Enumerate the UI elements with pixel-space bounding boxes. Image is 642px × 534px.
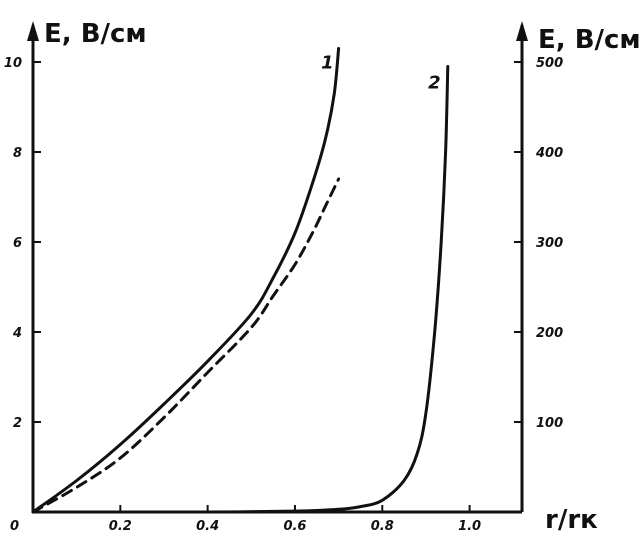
x-tick-label: 0.8 xyxy=(371,519,394,534)
y-right-tick-label: 200 xyxy=(536,326,563,341)
x-tick-label: 0.2 xyxy=(109,519,132,534)
x-tick-label: 0.6 xyxy=(283,519,306,534)
x-tick-label: 0.4 xyxy=(196,519,219,534)
y-right-arrow-icon xyxy=(516,21,528,41)
y-right-axis-label: E, B/cм xyxy=(538,25,641,55)
y-right-tick-label: 500 xyxy=(536,56,563,71)
series-dashed-line xyxy=(31,177,341,514)
x-tick-label: 0 xyxy=(10,519,19,534)
ticks: 0 0.2 0.4 0.6 0.8 1.0 2 4 6 8 10 100 200 300 400 500 xyxy=(4,56,563,534)
y-left-axis-label: E, B/cм xyxy=(44,19,147,49)
y-left-tick-label: 10 xyxy=(4,56,22,71)
series-layer xyxy=(31,47,450,514)
curve-label-1: 1 xyxy=(321,53,334,74)
y-left-tick-label: 8 xyxy=(13,146,22,161)
y-right-tick-label: 300 xyxy=(536,236,563,251)
y-right-tick-label: 100 xyxy=(536,416,563,431)
y-left-arrow-icon xyxy=(27,21,39,41)
curve-label-2: 2 xyxy=(428,73,441,94)
labels: E, B/cм E, B/cм r/rк 1 2 xyxy=(44,19,641,534)
y-left-tick-label: 4 xyxy=(12,326,22,341)
series-2-line xyxy=(31,65,450,514)
x-axis-label: r/rк xyxy=(545,505,598,534)
y-right-tick-label: 400 xyxy=(535,146,563,161)
y-left-tick-label: 2 xyxy=(13,416,22,431)
series-1-line xyxy=(31,47,341,514)
x-tick-label: 1.0 xyxy=(458,519,481,534)
y-left-tick-label: 6 xyxy=(13,236,22,251)
